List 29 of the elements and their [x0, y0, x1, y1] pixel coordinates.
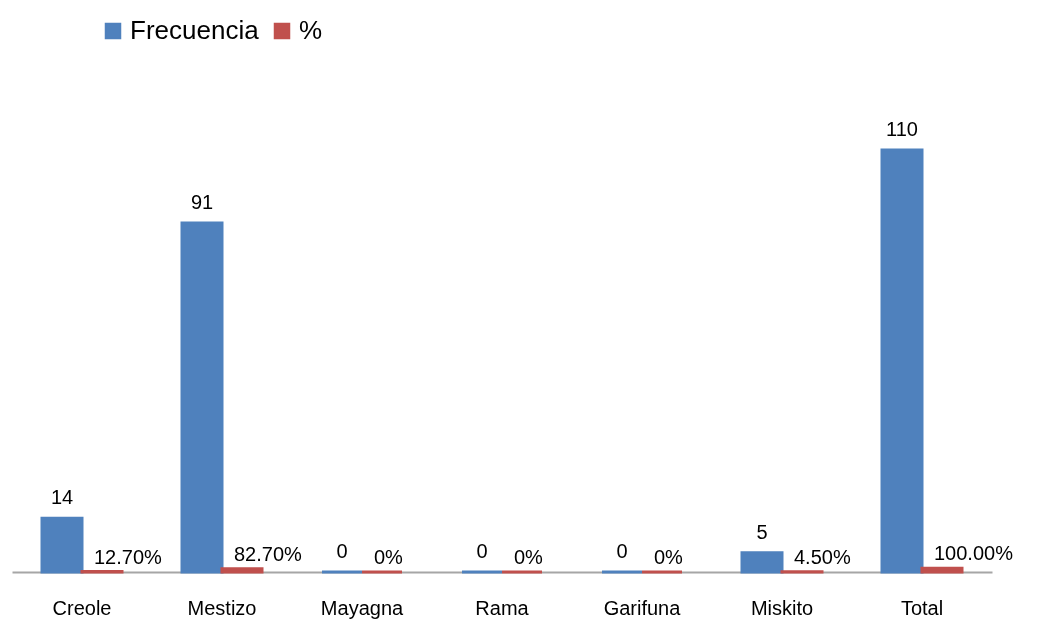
bar — [920, 566, 964, 574]
data-label: 5 — [756, 520, 768, 543]
data-label: 14 — [50, 486, 74, 509]
data-label: 82.70% — [234, 542, 303, 565]
bar — [880, 148, 924, 574]
legend-label: % — [299, 15, 323, 45]
data-label: 0% — [514, 546, 544, 568]
data-label: 91 — [190, 190, 214, 213]
data-label: 12.70% — [94, 545, 163, 568]
x-tick-label: Creole — [52, 596, 112, 619]
data-label: 4.50% — [794, 545, 851, 568]
bar — [220, 567, 264, 574]
data-label: 0% — [374, 546, 404, 568]
x-tick-label: Total — [900, 596, 944, 619]
x-tick-label: Mayagna — [320, 596, 405, 619]
bar — [40, 516, 84, 574]
x-tick-label: Rama — [475, 596, 530, 619]
data-label: 110 — [886, 118, 918, 140]
x-tick-label: Miskito — [750, 596, 814, 619]
data-label: 0% — [654, 546, 684, 568]
legend-label: Frecuencia — [130, 15, 260, 45]
data-label: 100.00% — [934, 542, 1014, 565]
x-tick-label: Mestizo — [187, 596, 257, 619]
data-label: 0 — [336, 540, 348, 562]
bar — [180, 221, 224, 574]
data-label: 0 — [616, 540, 628, 562]
data-label: 0 — [476, 540, 488, 562]
bar — [740, 551, 784, 574]
x-tick-label: Garifuna — [603, 596, 682, 619]
